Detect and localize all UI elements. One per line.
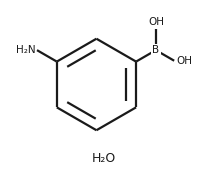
Text: H₂O: H₂O [91,152,116,165]
Text: OH: OH [148,17,164,27]
Text: OH: OH [176,56,192,66]
Text: H₂N: H₂N [16,45,35,55]
Text: B: B [152,45,159,55]
